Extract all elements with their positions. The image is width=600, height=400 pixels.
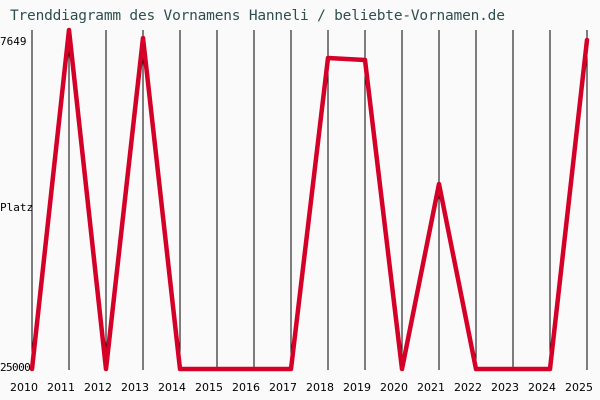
y-axis-top-label: 7649: [0, 35, 27, 48]
x-label-2016: 2016: [232, 381, 260, 394]
x-label-2025: 2025: [565, 381, 593, 394]
chart-title: Trenddiagramm des Vornamens Hanneli / be…: [10, 8, 505, 24]
x-label-2019: 2019: [343, 381, 371, 394]
y-axis-bottom-label: 25000: [0, 361, 31, 374]
x-label-2013: 2013: [121, 381, 149, 394]
x-label-2011: 2011: [47, 381, 75, 394]
x-label-2023: 2023: [491, 381, 519, 394]
x-label-2020: 2020: [380, 381, 408, 394]
x-label-2021: 2021: [417, 381, 445, 394]
y-axis-title: Platz: [0, 201, 34, 214]
x-label-2018: 2018: [306, 381, 334, 394]
x-label-2014: 2014: [158, 381, 186, 394]
rank-trend-line: [29, 27, 590, 372]
x-label-2010: 2010: [10, 381, 38, 394]
x-label-2015: 2015: [195, 381, 223, 394]
x-label-2024: 2024: [528, 381, 556, 394]
x-label-2017: 2017: [269, 381, 297, 394]
x-label-2022: 2022: [454, 381, 482, 394]
year-gridlines: [31, 30, 588, 370]
x-label-2012: 2012: [84, 381, 112, 394]
